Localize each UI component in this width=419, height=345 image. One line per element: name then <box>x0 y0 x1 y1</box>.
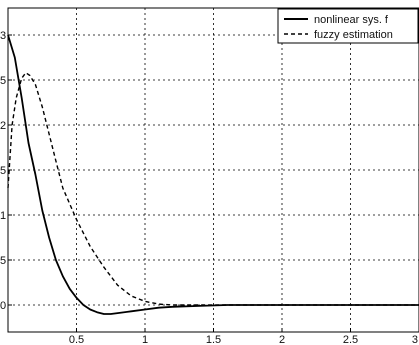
x-tick-label: 3 <box>412 334 418 345</box>
y-tick-label: 0 <box>0 300 6 312</box>
x-tick-label: 0.5 <box>69 334 84 345</box>
y-tick-label: 5 <box>0 255 6 267</box>
legend-label-nonlinear: nonlinear sys. f <box>314 14 389 26</box>
series-lines <box>7 34 419 315</box>
x-tick-label: 2.5 <box>343 334 358 345</box>
ticks: 0.5 1 1.5 2 2.5 3 0 5 1 5 2 5 3 <box>0 30 419 345</box>
y-tick-label: 5 <box>0 165 6 177</box>
legend-box <box>277 8 419 44</box>
x-tick-label: 1.5 <box>206 334 221 345</box>
series-line-fuzzy <box>7 72 419 306</box>
y-tick-label: 5 <box>0 75 6 87</box>
legend: nonlinear sys. f fuzzy estimation <box>277 8 419 44</box>
y-tick-label: 2 <box>0 120 6 132</box>
y-tick-label: 3 <box>0 30 6 42</box>
legend-label-fuzzy: fuzzy estimation <box>314 29 393 41</box>
y-tick-label: 1 <box>0 210 6 222</box>
x-tick-label: 1 <box>142 334 148 345</box>
series-line-nonlinear <box>7 34 419 315</box>
x-tick-label: 2 <box>279 334 285 345</box>
